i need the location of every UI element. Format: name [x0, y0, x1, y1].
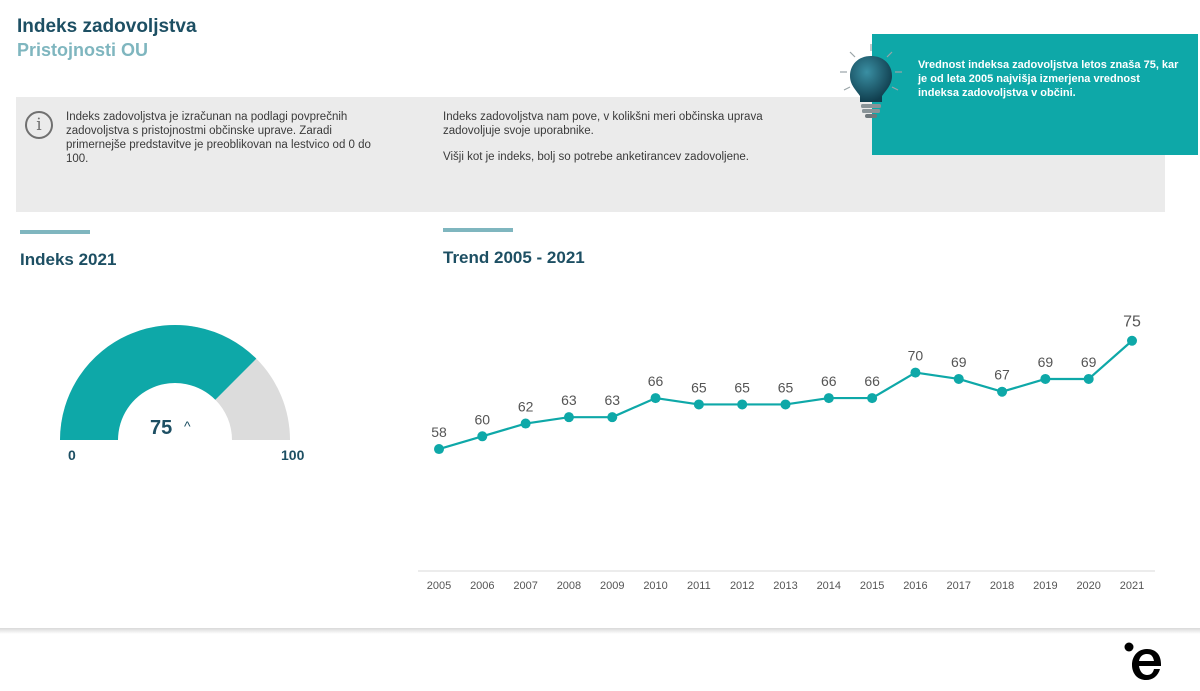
data-point: [953, 373, 964, 384]
info-paragraph-1: Indeks zadovoljstva nam pove, v kolikšni…: [443, 111, 763, 137]
gauge-value: 75: [150, 417, 173, 439]
section-accent-bar: [20, 230, 90, 234]
info-text-right: Indeks zadovoljstva nam pove, v kolikšni…: [443, 110, 783, 176]
data-label: 58: [431, 424, 447, 440]
data-label: 66: [821, 373, 837, 389]
data-label: 69: [1081, 354, 1097, 370]
data-point: [1040, 373, 1051, 384]
data-point: [867, 393, 878, 404]
info-paragraph-2: Višji kot je indeks, bolj so potrebe ank…: [443, 151, 749, 163]
trend-title: Trend 2005 - 2021: [443, 248, 585, 267]
x-tick-label: 2007: [513, 580, 537, 592]
data-point: [780, 399, 791, 410]
x-tick-label: 2020: [1076, 580, 1100, 592]
section-accent-bar: [443, 228, 513, 232]
data-label: 60: [475, 411, 491, 427]
x-tick-label: 2006: [470, 580, 494, 592]
info-icon: i: [25, 111, 53, 139]
data-label: 63: [561, 392, 577, 408]
data-point: [520, 418, 531, 429]
data-label: 70: [908, 348, 924, 364]
x-tick-label: 2005: [427, 580, 451, 592]
data-label: 66: [648, 373, 664, 389]
x-tick-label: 2013: [773, 580, 797, 592]
data-point: [607, 412, 618, 423]
data-label: 69: [1038, 354, 1054, 370]
data-label: 65: [691, 379, 707, 395]
chevron-up-icon: ^: [184, 418, 191, 434]
page-subtitle: Pristojnosti OU: [17, 40, 149, 60]
callout-text: Vrednost indeksa zadovoljstva letos znaš…: [918, 59, 1179, 99]
gauge-min-label: 0: [68, 447, 76, 463]
gauge-max-label: 100: [281, 447, 305, 463]
data-point: [1127, 335, 1137, 346]
data-label: 65: [778, 379, 794, 395]
gauge-fill: [60, 325, 257, 440]
x-tick-label: 2018: [990, 580, 1014, 592]
data-point: [693, 399, 704, 410]
data-point: [823, 393, 834, 404]
x-tick-label: 2021: [1120, 580, 1144, 592]
data-point: [434, 444, 444, 455]
x-tick-label: 2009: [600, 580, 624, 592]
footer-divider: [0, 628, 1200, 634]
page-title: Indeks zadovoljstva: [17, 16, 197, 37]
data-point: [563, 412, 574, 423]
x-tick-label: 2017: [947, 580, 971, 592]
x-tick-label: 2019: [1033, 580, 1057, 592]
x-tick-label: 2016: [903, 580, 927, 592]
x-tick-label: 2010: [643, 580, 667, 592]
data-point: [650, 393, 661, 404]
data-point: [1083, 373, 1094, 384]
data-label: 75: [1123, 314, 1141, 331]
data-label: 67: [994, 367, 1010, 383]
gauge-chart: [60, 325, 290, 440]
data-label: 66: [864, 373, 880, 389]
data-point: [997, 386, 1008, 397]
data-label: 62: [518, 399, 534, 415]
x-tick-label: 2011: [687, 580, 711, 592]
data-label: 63: [604, 392, 620, 408]
x-tick-label: 2015: [860, 580, 884, 592]
data-point: [910, 367, 921, 378]
x-tick-label: 2014: [817, 580, 841, 592]
trend-line-chart: 58 2005 60 2006 62 2007 63 2008 63 2009 66 2010 65 20…: [418, 314, 1155, 592]
x-tick-label: 2012: [730, 580, 754, 592]
data-point: [477, 431, 488, 442]
callout-box: [872, 34, 1198, 155]
x-tick-label: 2008: [557, 580, 581, 592]
data-label: 69: [951, 354, 967, 370]
lightbulb-icon: [840, 44, 902, 118]
gauge-title: Indeks 2021: [20, 250, 117, 269]
info-text-left: Indeks zadovoljstva je izračunan na podl…: [66, 111, 371, 165]
data-point: [737, 399, 748, 410]
brand-logo: [1124, 642, 1161, 680]
data-label: 65: [734, 379, 750, 395]
